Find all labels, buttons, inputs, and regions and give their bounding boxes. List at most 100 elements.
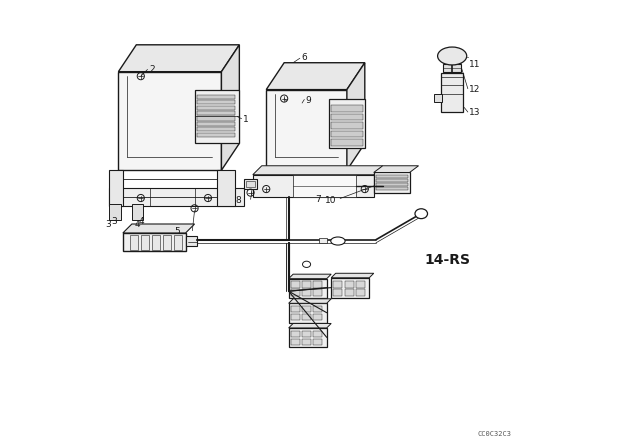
Bar bbox=[141, 235, 149, 250]
Bar bbox=[197, 122, 235, 126]
Polygon shape bbox=[253, 175, 374, 197]
Polygon shape bbox=[221, 45, 239, 170]
Bar bbox=[332, 114, 362, 120]
Bar bbox=[152, 235, 160, 250]
Text: 2: 2 bbox=[149, 65, 154, 74]
Polygon shape bbox=[435, 94, 442, 102]
Polygon shape bbox=[186, 236, 197, 246]
Bar bbox=[302, 339, 311, 345]
Polygon shape bbox=[289, 274, 332, 279]
Text: 3: 3 bbox=[106, 220, 111, 229]
Text: 5: 5 bbox=[174, 227, 180, 236]
Polygon shape bbox=[118, 45, 239, 72]
Bar bbox=[130, 235, 138, 250]
Bar bbox=[197, 106, 235, 110]
Text: 4: 4 bbox=[139, 217, 144, 226]
Bar bbox=[314, 281, 323, 288]
Bar bbox=[314, 289, 323, 296]
Polygon shape bbox=[266, 63, 365, 90]
Bar bbox=[197, 127, 235, 131]
Bar bbox=[197, 111, 235, 115]
Bar bbox=[197, 116, 235, 121]
Text: 14-RS: 14-RS bbox=[425, 253, 470, 267]
Bar bbox=[302, 331, 311, 337]
Polygon shape bbox=[443, 64, 461, 72]
Ellipse shape bbox=[438, 47, 467, 65]
Bar bbox=[376, 175, 408, 178]
Polygon shape bbox=[347, 63, 365, 170]
Polygon shape bbox=[253, 166, 383, 175]
Polygon shape bbox=[289, 279, 327, 298]
Polygon shape bbox=[109, 204, 121, 220]
Polygon shape bbox=[123, 233, 186, 251]
Bar bbox=[345, 281, 354, 288]
Polygon shape bbox=[266, 90, 347, 170]
Bar bbox=[163, 235, 172, 250]
Bar bbox=[197, 95, 235, 99]
Bar bbox=[302, 281, 311, 288]
Polygon shape bbox=[118, 72, 221, 170]
Bar bbox=[291, 314, 300, 320]
Polygon shape bbox=[289, 323, 332, 328]
Polygon shape bbox=[195, 90, 239, 143]
Bar bbox=[174, 235, 182, 250]
Ellipse shape bbox=[331, 237, 345, 245]
Bar bbox=[314, 306, 323, 312]
Polygon shape bbox=[109, 170, 123, 206]
Bar bbox=[345, 289, 354, 296]
Bar bbox=[291, 281, 300, 288]
Text: 10: 10 bbox=[324, 196, 336, 205]
Bar bbox=[314, 331, 323, 337]
Bar bbox=[332, 122, 362, 129]
Bar bbox=[291, 339, 300, 345]
Text: CC0C32C3: CC0C32C3 bbox=[477, 431, 512, 437]
Ellipse shape bbox=[415, 209, 428, 219]
Bar bbox=[314, 339, 323, 345]
Polygon shape bbox=[246, 181, 255, 187]
Text: 12: 12 bbox=[468, 85, 480, 94]
Bar bbox=[332, 131, 362, 137]
Polygon shape bbox=[441, 73, 463, 112]
Text: 9: 9 bbox=[306, 96, 312, 105]
Bar bbox=[333, 281, 342, 288]
Text: 11: 11 bbox=[468, 60, 480, 69]
Bar bbox=[356, 281, 365, 288]
Polygon shape bbox=[109, 188, 244, 206]
Bar bbox=[291, 289, 300, 296]
Polygon shape bbox=[374, 166, 419, 172]
Bar bbox=[302, 289, 311, 296]
Bar bbox=[197, 133, 235, 137]
Polygon shape bbox=[329, 99, 365, 148]
Polygon shape bbox=[217, 170, 235, 206]
Bar bbox=[319, 238, 327, 243]
Polygon shape bbox=[132, 204, 143, 220]
Polygon shape bbox=[374, 172, 410, 193]
Text: 6: 6 bbox=[301, 53, 307, 62]
Text: 4: 4 bbox=[134, 220, 140, 229]
Bar bbox=[332, 139, 362, 146]
Bar bbox=[376, 183, 408, 186]
Polygon shape bbox=[332, 278, 369, 298]
Bar bbox=[356, 289, 365, 296]
Bar bbox=[302, 314, 311, 320]
Bar bbox=[291, 306, 300, 312]
Polygon shape bbox=[293, 175, 356, 197]
Bar bbox=[376, 187, 408, 190]
Bar bbox=[291, 331, 300, 337]
Bar bbox=[332, 105, 362, 112]
Text: 1: 1 bbox=[243, 115, 249, 124]
Polygon shape bbox=[332, 273, 374, 278]
Polygon shape bbox=[123, 224, 195, 233]
Text: 3: 3 bbox=[112, 217, 117, 226]
Text: 7: 7 bbox=[316, 195, 321, 204]
Text: 13: 13 bbox=[468, 108, 480, 117]
Bar bbox=[376, 179, 408, 182]
Bar bbox=[333, 289, 342, 296]
Bar bbox=[314, 314, 323, 320]
Bar bbox=[302, 306, 311, 312]
Polygon shape bbox=[289, 299, 332, 303]
Polygon shape bbox=[289, 303, 327, 323]
Polygon shape bbox=[244, 179, 257, 189]
Polygon shape bbox=[289, 328, 327, 347]
Text: 8: 8 bbox=[235, 196, 241, 205]
